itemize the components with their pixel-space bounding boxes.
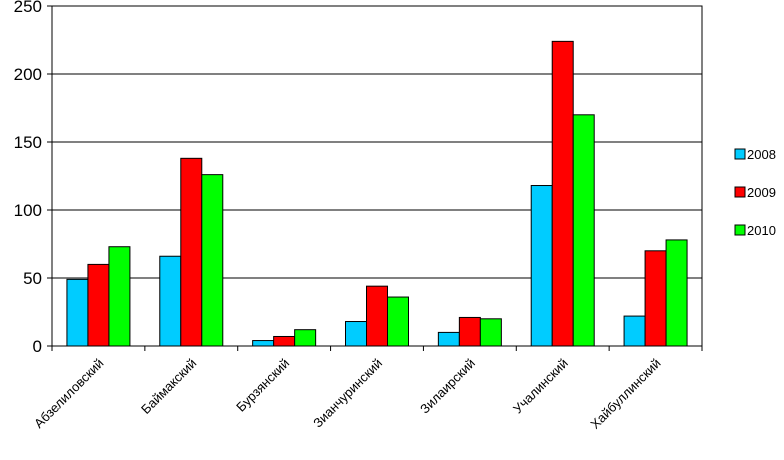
legend-label-2008: 2008 (747, 147, 776, 162)
bar-2008 (345, 321, 367, 347)
bar-2008 (66, 278, 89, 347)
y-tick-label: 250 (14, 0, 42, 16)
plot-area-border (51, 5, 703, 347)
legend-swatch-2010 (734, 224, 746, 236)
legend: 2008 2009 2010 (734, 147, 776, 238)
bar-2010 (387, 296, 409, 347)
bar-2008 (252, 340, 275, 347)
x-tick-label: Учалинский (510, 356, 571, 417)
gridlines (52, 5, 702, 279)
legend-swatch-2008 (734, 148, 746, 160)
y-tick-label: 0 (33, 337, 42, 356)
legend-label-2010: 2010 (747, 223, 776, 238)
x-tick-label: Баймакский (138, 356, 199, 417)
bar-2008 (437, 331, 460, 347)
bars (66, 40, 688, 347)
y-tick-label: 200 (14, 65, 42, 84)
bar-2009 (458, 316, 481, 347)
legend-label-2009: 2009 (747, 185, 776, 200)
bar-2008 (530, 185, 553, 347)
bar-2010 (479, 318, 502, 347)
x-axis-ticks: Абзелиловский Баймакский Бурзянский Зианчур… (31, 356, 664, 432)
bar-2009 (273, 335, 296, 347)
x-tick-label: Зилаирский (417, 356, 478, 417)
bar-2008 (159, 255, 182, 347)
legend-swatch-2009 (734, 186, 746, 198)
axes (47, 5, 703, 351)
bar-2009 (644, 250, 667, 347)
x-tick-label: Зианчуринский (310, 356, 385, 431)
y-axis-ticks: 0 50 100 150 200 250 (14, 0, 42, 356)
bar-2009 (87, 263, 110, 347)
y-tick-label: 100 (14, 201, 42, 220)
bar-2010 (572, 114, 595, 347)
bar-2009 (551, 40, 574, 347)
bar-2009 (366, 285, 388, 347)
x-tick-label: Абзелиловский (31, 356, 106, 431)
x-tick-label: Бурзянский (233, 356, 292, 415)
x-tick-label: Хайбуллинский (587, 356, 663, 432)
bar-2010 (108, 246, 131, 347)
bar-2010 (294, 329, 317, 347)
bar-2010 (201, 174, 224, 347)
y-tick-label: 50 (23, 269, 42, 288)
bar-2010 (665, 239, 688, 347)
bar-2008 (623, 315, 646, 347)
y-tick-label: 150 (14, 133, 42, 152)
bar-2009 (180, 157, 203, 347)
